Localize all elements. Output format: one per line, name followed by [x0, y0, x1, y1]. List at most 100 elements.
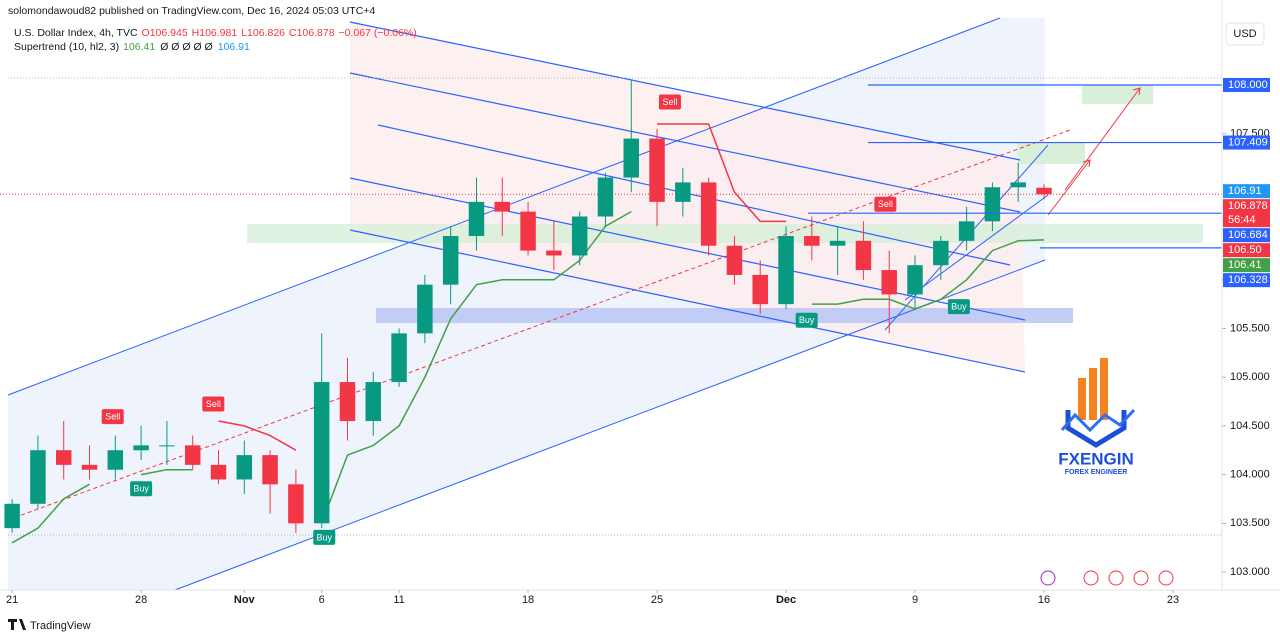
signal-text: Buy	[317, 532, 333, 542]
event-icon[interactable]	[1158, 570, 1174, 586]
target-zone	[1017, 143, 1085, 164]
candle-body	[30, 450, 46, 504]
ohlc-change: −0.067 (−0.06%)	[339, 27, 417, 39]
indicator-name: Supertrend (10, hl2, 3)	[14, 41, 119, 53]
candle-body	[804, 235, 820, 246]
candle-body	[81, 464, 98, 470]
x-tick-label: Dec	[776, 594, 796, 606]
countdown: 56:44	[1228, 214, 1256, 226]
price-label: 107.409	[1228, 136, 1268, 148]
footer-logo	[8, 619, 26, 630]
arrow-head	[1082, 159, 1091, 168]
channel-line	[349, 177, 1026, 321]
price-label-box	[1223, 228, 1270, 243]
event-icon[interactable]	[1083, 570, 1099, 586]
supertrend-up	[11, 210, 1045, 544]
candle-body	[468, 201, 485, 236]
y-tick-label: 105.500	[1230, 322, 1270, 334]
candle-body	[288, 484, 304, 524]
axes: 107.500106.000105.500105.000104.500104.0…	[6, 78, 1270, 606]
ohlc: L106.826	[241, 27, 285, 39]
ohlc: H106.981	[192, 27, 238, 39]
signal-label	[658, 94, 681, 110]
footer-brand: TradingView	[30, 620, 91, 632]
price-label-box	[1223, 258, 1270, 273]
candle-body	[520, 211, 536, 251]
arrow	[1064, 87, 1141, 191]
signal-label	[130, 481, 153, 497]
watermark-tagline: FOREX ENGINEER	[1065, 469, 1128, 476]
ohlc: O106.945	[142, 27, 188, 39]
arrow-head	[1132, 87, 1141, 96]
price-label-box	[1223, 184, 1270, 199]
signal-label	[874, 196, 897, 212]
signal-label	[313, 529, 336, 545]
candle-body	[700, 182, 717, 246]
x-tick-label: 6	[319, 594, 325, 606]
legend-row: U.S. Dollar Index, 4h, TVC O106.945 H106.9…	[14, 27, 417, 39]
candle-body	[752, 274, 768, 305]
indicator-placeholders: Ø Ø Ø Ø Ø	[160, 41, 213, 53]
candle-body	[133, 445, 149, 451]
candle-body	[571, 216, 588, 256]
x-tick-label: 9	[912, 594, 918, 606]
signal-text: Sell	[206, 399, 221, 409]
candle-body	[494, 201, 511, 212]
event-icon[interactable]	[1133, 570, 1149, 586]
supertrend-down	[218, 123, 786, 451]
x-tick-label: Nov	[234, 594, 256, 606]
y-tick-label: 104.000	[1230, 468, 1270, 480]
candle-body	[778, 235, 794, 305]
candle-body	[623, 138, 639, 178]
candle-body	[4, 503, 20, 529]
x-tick-label: 25	[651, 594, 663, 606]
channel-line	[904, 194, 1049, 301]
channel-line	[349, 21, 1021, 161]
candle-body	[339, 382, 356, 422]
currency[interactable]: USD	[1233, 28, 1256, 40]
candle-body	[313, 382, 330, 524]
price-label: 106.878	[1228, 200, 1268, 212]
price-label: 106.50	[1228, 244, 1262, 256]
candle-body	[210, 464, 227, 480]
channel-line	[349, 229, 1026, 373]
signal-text: Buy	[951, 301, 967, 311]
signal-text: Buy	[133, 484, 149, 494]
signal-label	[202, 396, 225, 412]
event-icon[interactable]	[1108, 570, 1124, 586]
watermark-logo: FXENGIN FOREX ENGINEER	[1058, 358, 1136, 476]
price-label: 106.91	[1228, 185, 1262, 197]
candle-body	[984, 187, 1001, 222]
channel-line	[377, 124, 1011, 266]
logo-bar	[1100, 358, 1108, 420]
drawings	[7, 17, 1222, 591]
candle-body	[184, 445, 201, 465]
price-label: 106.684	[1228, 229, 1268, 241]
price-label: 108.000	[1228, 79, 1268, 91]
x-tick-label: 23	[1167, 594, 1179, 606]
ohlc: C106.878	[289, 27, 335, 39]
watermark-brand: FXENGIN	[1058, 449, 1134, 468]
price-label-box	[1223, 199, 1270, 228]
candle-body	[159, 445, 175, 447]
zone	[247, 224, 1203, 243]
candle-body	[365, 382, 382, 422]
x-tick-label: 18	[522, 594, 534, 606]
candle-body	[417, 284, 433, 334]
y-tick-label: 104.500	[1230, 420, 1270, 432]
target-zone	[1082, 85, 1153, 104]
indicator-value: 106.41	[123, 41, 155, 53]
candle-body	[933, 240, 949, 266]
signal-label	[101, 409, 124, 425]
candle-body	[442, 235, 459, 285]
event-icons	[1040, 570, 1174, 586]
candle-body	[546, 250, 562, 256]
currency-button[interactable]	[1225, 22, 1265, 46]
event-icon[interactable]	[1040, 570, 1056, 586]
y-tick-label: 103.500	[1230, 517, 1270, 529]
candle-body	[649, 138, 665, 202]
x-tick-label: 11	[393, 594, 404, 606]
price-label-box	[1223, 273, 1270, 288]
signal-text: Sell	[662, 97, 677, 107]
